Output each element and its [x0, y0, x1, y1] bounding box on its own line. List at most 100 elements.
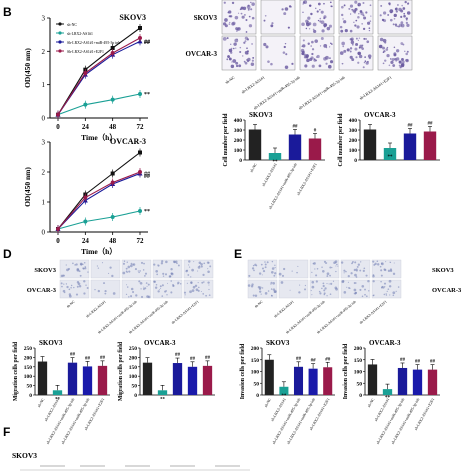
colony	[405, 59, 407, 61]
data-point	[138, 170, 142, 174]
cell	[359, 261, 362, 263]
y-tick-label: 400	[349, 118, 358, 124]
colony	[240, 12, 243, 15]
colony-dish	[260, 35, 296, 71]
cell	[329, 266, 332, 269]
transwell-image	[340, 259, 371, 279]
cell	[315, 274, 318, 277]
colony	[353, 21, 355, 24]
cell	[207, 281, 210, 284]
colony	[339, 25, 343, 29]
cell	[254, 263, 257, 266]
colony-formation-images: SKOV3 OVCAR-3	[186, 0, 413, 71]
bar	[293, 366, 304, 395]
colony	[244, 36, 248, 40]
bar	[367, 364, 378, 395]
cell	[380, 262, 383, 265]
image-background	[152, 279, 183, 299]
cell	[353, 268, 357, 272]
cell	[140, 288, 142, 290]
colony	[343, 20, 347, 24]
significance-mark: **	[144, 92, 150, 98]
y-tick-label: 400	[234, 118, 243, 124]
colony	[343, 49, 347, 53]
cell	[208, 284, 210, 286]
colony	[379, 37, 384, 42]
colony	[284, 42, 287, 45]
colony	[356, 25, 360, 29]
cell	[332, 280, 335, 282]
cell	[354, 261, 357, 264]
colony	[315, 59, 318, 62]
cell	[254, 294, 258, 297]
category-label: sh-NC	[367, 397, 376, 408]
colony	[396, 7, 398, 9]
data-point	[56, 227, 60, 231]
y-tick-label: 300	[349, 128, 358, 134]
image-background	[183, 279, 214, 299]
bar	[412, 369, 423, 395]
cell	[96, 265, 98, 267]
cell	[197, 289, 200, 292]
image-background	[121, 279, 152, 299]
colony	[236, 29, 239, 32]
cell	[134, 268, 137, 271]
y-tick-label: 50	[27, 384, 33, 390]
colony	[323, 23, 328, 27]
colony	[363, 37, 366, 40]
colony	[287, 26, 290, 29]
cell	[361, 284, 365, 288]
significance-mark: ##	[175, 353, 181, 358]
colony	[339, 51, 344, 55]
colony	[357, 4, 360, 7]
series-line	[57, 152, 141, 230]
cell	[356, 265, 359, 268]
colony	[343, 4, 346, 7]
colony	[245, 31, 248, 33]
cell	[347, 281, 349, 283]
cell	[340, 261, 344, 264]
bar	[288, 134, 302, 160]
skov3-colony-bar-chart: 0 100 200 300 400 Cell number per field SKOV3 s…	[223, 111, 325, 210]
colony	[307, 20, 309, 23]
colony	[364, 60, 367, 63]
cell	[170, 268, 173, 271]
data-point	[56, 112, 60, 117]
cell	[359, 269, 362, 272]
cell	[251, 267, 255, 270]
colony	[310, 12, 313, 16]
colony	[248, 15, 251, 18]
cell	[336, 263, 338, 266]
cell	[260, 263, 263, 266]
colony	[227, 11, 230, 14]
cell	[329, 274, 331, 277]
colony	[232, 21, 236, 26]
bar	[403, 133, 417, 160]
colony	[246, 47, 248, 50]
cell	[253, 269, 255, 272]
cell	[270, 281, 273, 284]
colony-dish	[221, 0, 257, 35]
colony	[350, 38, 354, 42]
colony	[323, 57, 327, 61]
transwell-image	[247, 259, 278, 279]
colony	[283, 12, 287, 16]
cell	[191, 289, 195, 293]
colony	[384, 59, 387, 62]
cell	[345, 270, 347, 273]
colony	[400, 15, 403, 18]
cell	[146, 295, 149, 298]
colony	[400, 9, 404, 13]
cell	[372, 280, 375, 283]
cell	[188, 266, 191, 268]
y-axis-label: Invasion cells per field	[343, 343, 349, 399]
cell	[73, 286, 75, 289]
category-label: sh-LRX2-AS1#1+E2F1	[296, 162, 318, 196]
cell	[126, 284, 128, 286]
colony	[396, 4, 399, 6]
colony	[305, 54, 309, 58]
cell	[77, 282, 81, 286]
cell	[209, 265, 212, 268]
y-tick-label: 0	[354, 158, 357, 164]
colony	[407, 59, 409, 61]
